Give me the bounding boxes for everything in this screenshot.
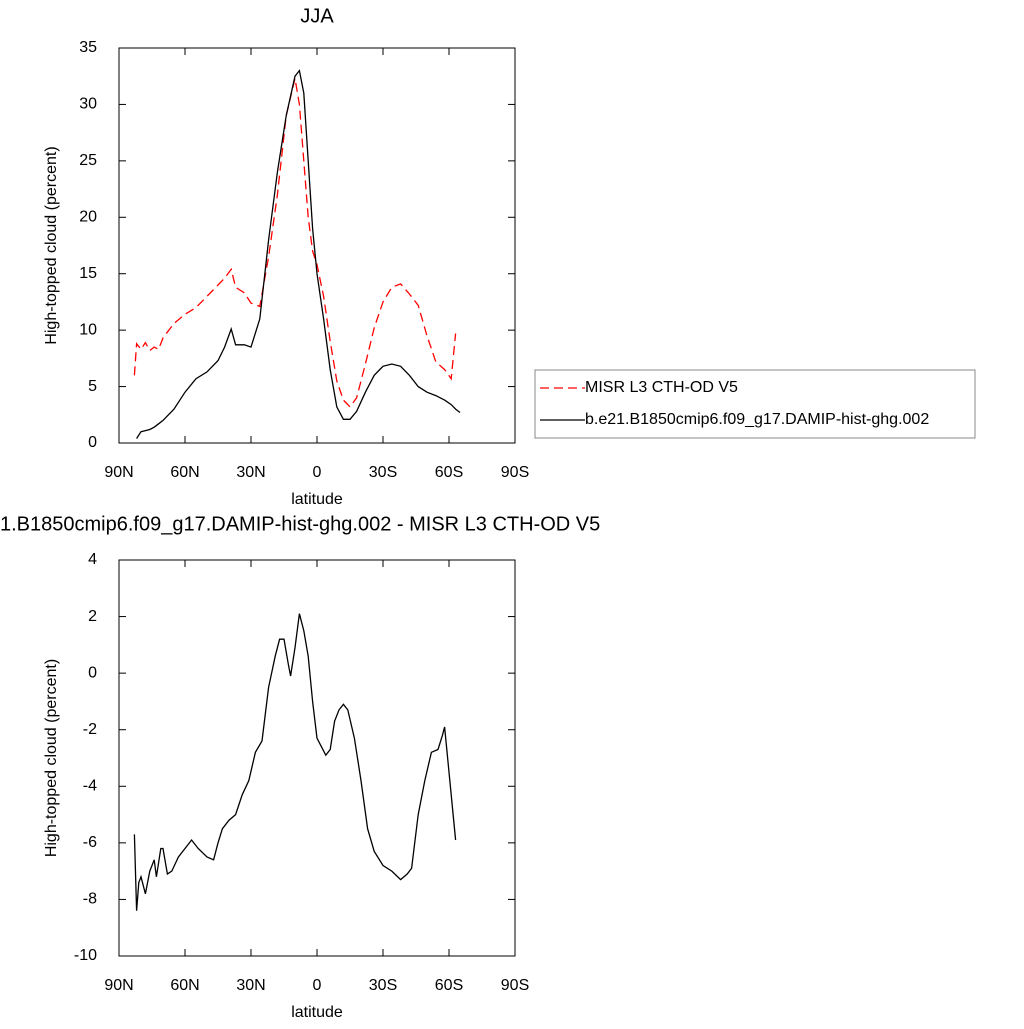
y-tick-label: 0 [88, 434, 97, 451]
legend-label: b.e21.B1850cmip6.f09_g17.DAMIP-hist-ghg.… [585, 411, 929, 428]
x-tick-label: 90S [501, 977, 529, 994]
x-tick-label: 90N [104, 464, 133, 481]
x-tick-label: 30S [369, 464, 397, 481]
legend-box [534, 369, 976, 439]
legend-label: MISR L3 CTH-OD V5 [585, 379, 738, 396]
y-axis-label: High-topped cloud (percent) [43, 659, 60, 857]
x-tick-label: 60S [435, 977, 463, 994]
y-tick-label: -6 [83, 834, 97, 851]
x-tick-label: 60N [170, 977, 199, 994]
x-tick-label: 30N [236, 977, 265, 994]
y-tick-label: -4 [83, 778, 97, 795]
y-tick-label: 10 [79, 321, 97, 338]
y-tick-label: 35 [79, 39, 97, 56]
x-axis-label: latitude [291, 491, 343, 508]
x-tick-label: 60N [170, 464, 199, 481]
y-tick-label: 0 [88, 664, 97, 681]
x-tick-label: 60S [435, 464, 463, 481]
plot-frame [118, 47, 516, 444]
x-tick-label: 30N [236, 464, 265, 481]
chart-title: JJA [300, 5, 334, 27]
y-tick-label: 30 [79, 96, 97, 113]
x-tick-label: 0 [313, 977, 322, 994]
y-tick-label: 5 [88, 378, 97, 395]
x-tick-label: 90N [104, 977, 133, 994]
y-tick-label: 2 [88, 608, 97, 625]
x-tick-label: 0 [313, 464, 322, 481]
x-axis-label: latitude [291, 1004, 343, 1021]
y-tick-label: 25 [79, 152, 97, 169]
y-tick-label: -8 [83, 891, 97, 908]
data-line [136, 69, 461, 439]
data-line [133, 613, 457, 911]
plot-frame [118, 559, 516, 957]
x-tick-label: 90S [501, 464, 529, 481]
y-tick-label: 20 [79, 209, 97, 226]
y-tick-label: 15 [79, 265, 97, 282]
y-tick-label: 4 [88, 551, 97, 568]
data-line [133, 78, 457, 408]
y-tick-label: -2 [83, 721, 97, 738]
y-axis-label: High-topped cloud (percent) [43, 146, 60, 344]
chart-title: 1.B1850cmip6.f09_g17.DAMIP-hist-ghg.002 … [0, 513, 600, 535]
x-tick-label: 30S [369, 977, 397, 994]
y-tick-label: -10 [74, 947, 97, 964]
